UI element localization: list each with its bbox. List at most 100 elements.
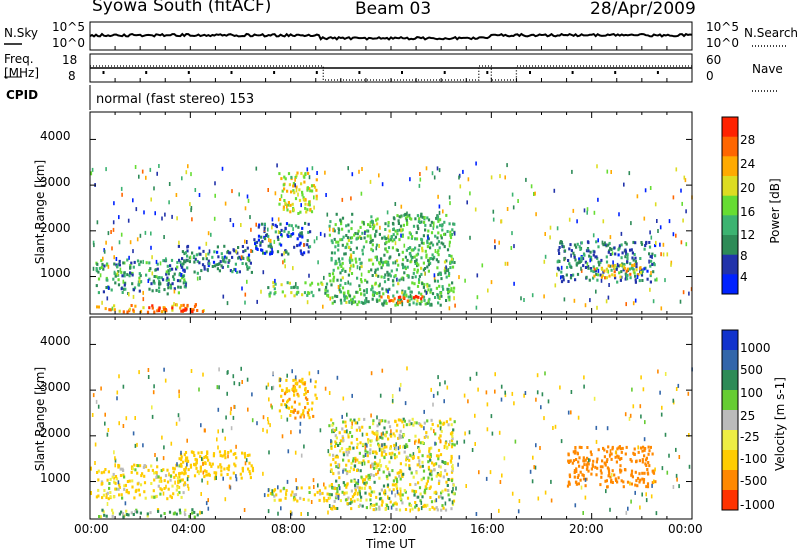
velocity-cell-1199: [590, 453, 593, 457]
velocity-cell-200: [122, 515, 125, 519]
power-cell-861: [341, 257, 344, 261]
velocity-cell-1431: [268, 450, 270, 455]
velocity-cell-1629: [341, 414, 343, 419]
velocity-cell-468: [360, 486, 363, 490]
velocity-cell-1115: [592, 459, 595, 463]
power-cell-213: [134, 304, 137, 308]
velocity-cell-226: [223, 467, 226, 471]
power-cell-705: [354, 257, 357, 261]
power-cell-202: [171, 308, 174, 312]
velocity-cell-1212: [648, 449, 651, 453]
power-cell-1870: [282, 260, 284, 265]
power-cell-1728: [584, 303, 587, 308]
power-cell-1879: [246, 279, 248, 284]
velocity-cell-679: [345, 463, 348, 467]
power-cell-323: [181, 250, 184, 254]
power-cell-609: [334, 223, 337, 227]
power-cell-693: [453, 261, 456, 264]
power-cell-884: [426, 284, 429, 288]
velocity-cell-261: [248, 461, 251, 465]
power-cell-455: [304, 206, 307, 210]
velocity-cell-141: [119, 474, 123, 477]
velocity-cell-1521: [629, 481, 631, 486]
velocity-ytick-4000: 4000: [40, 334, 71, 348]
velocity-cell-1255: [599, 483, 602, 487]
power-cell-1079: [345, 245, 348, 249]
velocity-cell-509: [431, 505, 434, 509]
velocity-cell-986: [429, 458, 432, 462]
velocity-cell-227: [220, 473, 223, 477]
power-cell-874: [379, 260, 383, 264]
power-cell-1146: [345, 234, 348, 237]
velocity-cell-1471: [310, 500, 313, 504]
power-cell-1809: [292, 266, 294, 271]
power-cell-1770: [119, 267, 122, 272]
velocity-cell-1010: [393, 443, 396, 447]
power-cell-170: [132, 288, 135, 292]
power-cell-1535: [433, 175, 436, 180]
velocity-cell-262: [223, 450, 227, 454]
power-cell-1711: [387, 234, 390, 239]
power-cell-696: [377, 274, 380, 278]
velocity-cell-1459: [269, 423, 271, 428]
velocity-cell-660: [398, 433, 401, 437]
power-cell-489: [308, 200, 311, 204]
power-cell-485: [294, 197, 298, 201]
velocity-cell-1407: [498, 508, 500, 513]
velocity-cell-649: [393, 502, 396, 506]
power-cell-302: [237, 246, 240, 249]
power-cell-1580: [618, 212, 620, 217]
velocity-cell-1718: [241, 380, 243, 384]
power-cell-794: [371, 238, 374, 242]
power-cell-8: [120, 270, 123, 274]
velocity-cell-155: [183, 481, 186, 485]
power-cell-1616: [523, 298, 525, 302]
power-cell-1242: [638, 279, 641, 283]
power-cell-1677: [173, 302, 175, 307]
power-cell-851: [362, 245, 365, 249]
power-cell-1109: [436, 279, 439, 283]
power-cell-1444: [614, 252, 617, 256]
power-cell-1005: [411, 275, 414, 279]
power-cell-854: [451, 281, 454, 285]
velocity-cell-970: [395, 477, 398, 481]
power-cell-1745: [112, 220, 115, 225]
power-cell-212: [104, 307, 107, 311]
power-cell-1513: [586, 207, 589, 212]
freq-tick-bottom: 8: [68, 69, 76, 83]
power-cell-1653: [494, 239, 496, 244]
power-cell-378: [257, 238, 260, 242]
velocity-cell-1077: [366, 454, 369, 458]
power-cell-745: [393, 238, 396, 242]
velocity-ytick-2000: 2000: [40, 426, 71, 440]
power-cell-1899: [273, 239, 276, 244]
power-cell-1422: [626, 273, 629, 277]
power-cell-1578: [128, 255, 130, 260]
power-cell-890: [349, 282, 352, 286]
power-cell-1671: [360, 191, 363, 196]
power-cell-966: [437, 295, 440, 299]
power-cell-1743: [173, 289, 176, 294]
velocity-colorbar-swatch-8: [722, 490, 738, 511]
velocity-cell-302: [208, 473, 211, 477]
velocity-cell-1612: [164, 378, 167, 383]
power-cell-656: [439, 273, 442, 276]
power-cell-16: [148, 261, 151, 265]
velocity-cell-719: [418, 486, 422, 490]
velocity-cell-599: [368, 425, 371, 429]
velocity-cell-1310: [230, 406, 232, 411]
power-cell-1876: [636, 275, 639, 279]
velocity-cell-670: [410, 455, 413, 459]
velocity-cell-1405: [215, 476, 217, 480]
velocity-cell-184: [132, 513, 135, 516]
velocity-cell-716: [450, 470, 454, 474]
power-cell-1057: [349, 256, 352, 260]
power-cell-595: [365, 240, 368, 244]
power-cell-1451: [574, 278, 577, 282]
velocity-cell-683: [402, 433, 406, 437]
velocity-cell-181: [193, 510, 196, 514]
power-cell-1087: [439, 291, 442, 295]
velocity-cell-711: [440, 508, 443, 512]
velocity-cell-1698: [118, 374, 120, 379]
power-cell-1310: [651, 252, 654, 256]
